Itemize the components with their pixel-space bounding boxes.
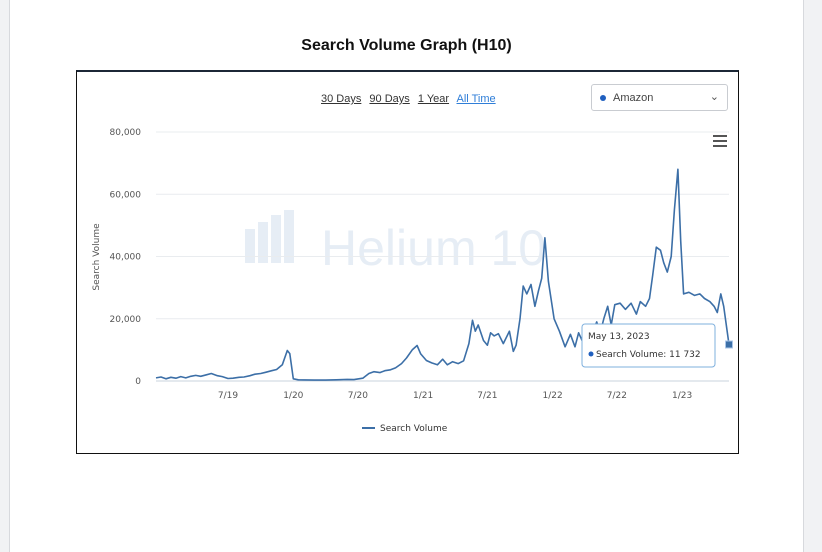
watermark-bar [245,229,255,263]
y-tick-label: 80,000 [110,128,142,138]
range-30-days-link[interactable]: 30 Days [321,93,362,105]
tooltip-value: Search Volume: 11 732 [596,350,701,360]
range-all-time-link[interactable]: All Time [456,93,496,105]
watermark-bar [258,222,268,263]
x-tick-label: 7/21 [477,391,497,401]
watermark-bar [271,215,281,263]
x-tick-label: 7/19 [218,391,238,401]
x-tick-label: 7/22 [607,391,627,401]
marketplace-label: Amazon [613,92,654,104]
amazon-dot-icon [600,95,606,101]
series-line-search-volume [155,168,730,381]
search-volume-chart: Helium 10 0 20,000 40,000 60,000 80,000 7/19 1/… [92,128,733,434]
x-tick-label: 7/20 [348,391,368,401]
watermark-text: Helium 10 [321,220,546,276]
range-90-days-link[interactable]: 90 Days [369,93,410,105]
tooltip-box [581,323,716,368]
y-tick-label: 60,000 [110,190,142,200]
chevron-down-icon: ⌄ [709,91,719,103]
x-tick-label: 1/22 [543,391,563,401]
range-1-year-link[interactable]: 1 Year [417,93,450,105]
x-tick-label: 1/20 [283,391,303,401]
watermark-bar [284,210,294,263]
marketplace-select[interactable]: Amazon ⌄ [591,84,728,111]
tooltip-series-dot [588,351,594,357]
document-page: Search Volume Graph (H10) 30 Days 90 Day… [9,0,804,552]
y-axis-label: Search Volume [92,223,102,291]
page-title: Search Volume Graph (H10) [301,37,512,54]
y-tick-label: 20,000 [110,315,142,325]
y-tick-label: 40,000 [110,253,142,263]
highlighted-data-point [725,340,733,349]
chart-menu-icon[interactable] [713,135,727,147]
legend-label-search-volume: Search Volume [380,424,448,434]
tooltip-date: May 13, 2023 [588,332,650,342]
chart-legend: Search Volume [362,424,448,434]
y-tick-label: 0 [135,377,141,387]
x-tick-label: 1/23 [672,391,692,401]
chart-frame: 30 Days 90 Days 1 Year All Time Amazon ⌄… [76,70,739,454]
data-tooltip: May 13, 2023 Search Volume: 11 732 [581,323,716,368]
x-tick-label: 1/21 [413,391,433,401]
watermark-logo: Helium 10 [245,210,546,276]
time-range-selector: 30 Days 90 Days 1 Year All Time [321,93,501,105]
